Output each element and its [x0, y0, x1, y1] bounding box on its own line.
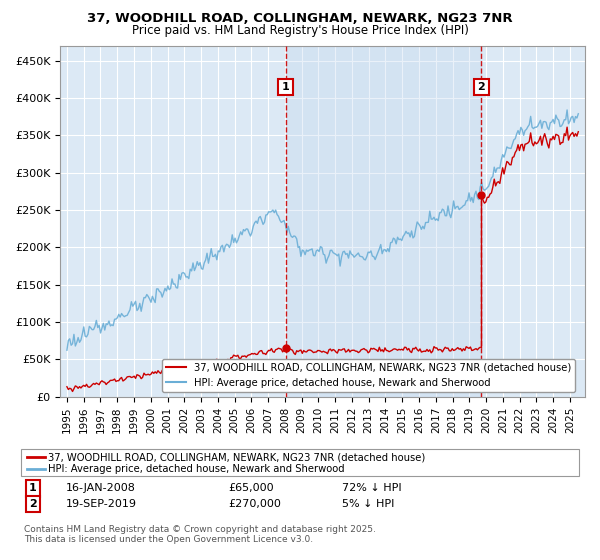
Bar [286, 46, 481, 397]
Text: 16-JAN-2008: 16-JAN-2008 [66, 483, 136, 493]
Text: 2: 2 [478, 82, 485, 92]
Legend: 37, WOODHILL ROAD, COLLINGHAM, NEWARK, NG23 7NR (detached house), HPI: Average p: 37, WOODHILL ROAD, COLLINGHAM, NEWARK, N… [161, 359, 575, 392]
Text: 1: 1 [281, 82, 289, 92]
Text: £65,000: £65,000 [228, 483, 274, 493]
Text: 37, WOODHILL ROAD, COLLINGHAM, NEWARK, NG23 7NR (detached house): 37, WOODHILL ROAD, COLLINGHAM, NEWARK, N… [48, 452, 425, 463]
Text: 19-SEP-2019: 19-SEP-2019 [66, 499, 137, 509]
Text: 2: 2 [29, 499, 37, 509]
Text: HPI: Average price, detached house, Newark and Sherwood: HPI: Average price, detached house, Newa… [48, 464, 344, 474]
Text: 37, WOODHILL ROAD, COLLINGHAM, NEWARK, NG23 7NR: 37, WOODHILL ROAD, COLLINGHAM, NEWARK, N… [87, 12, 513, 25]
Text: 1: 1 [29, 483, 37, 493]
Text: 37, WOODHILL ROAD, COLLINGHAM, NEWARK, NG23 7NR (detached house): 37, WOODHILL ROAD, COLLINGHAM, NEWARK, N… [48, 452, 425, 463]
Text: 5% ↓ HPI: 5% ↓ HPI [342, 499, 394, 509]
Text: £270,000: £270,000 [228, 499, 281, 509]
Text: 72% ↓ HPI: 72% ↓ HPI [342, 483, 401, 493]
Text: HPI: Average price, detached house, Newark and Sherwood: HPI: Average price, detached house, Newa… [48, 464, 344, 474]
Text: Contains HM Land Registry data © Crown copyright and database right 2025.
This d: Contains HM Land Registry data © Crown c… [24, 525, 376, 544]
Text: Price paid vs. HM Land Registry's House Price Index (HPI): Price paid vs. HM Land Registry's House … [131, 24, 469, 37]
